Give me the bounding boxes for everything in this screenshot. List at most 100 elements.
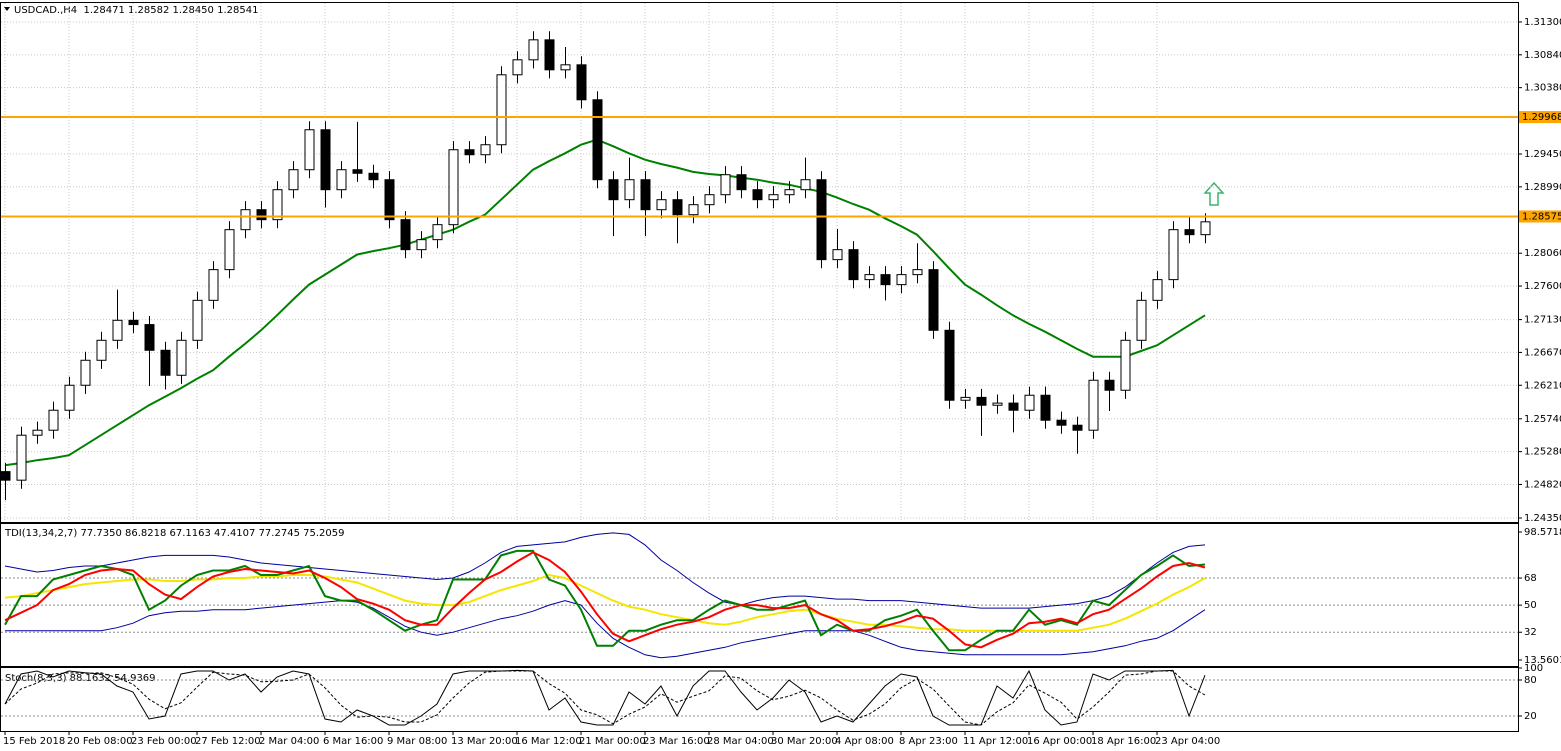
panel-border [0,667,1519,732]
candle-body [1040,394,1051,421]
x-tick-label: 6 Mar 16:00 [323,736,383,747]
candle-body [864,274,875,281]
x-tick-label: 23 Apr 04:00 [1155,736,1220,747]
candle-body [224,229,235,271]
candle-body [912,269,923,276]
candle-body [656,199,667,211]
candle-body [736,174,747,191]
indicator-line [4,669,1206,726]
y-tick-label: 80 [1524,675,1537,686]
candle-body [336,169,347,191]
menu-icon [4,7,10,11]
candle-body [432,224,443,241]
candle-body [1008,402,1019,411]
candle-body [512,59,523,76]
y-tick-label: 1.26210 [1524,380,1561,391]
x-tick-label: 23 Mar 16:00 [643,736,710,747]
candle-body [256,209,267,221]
candle-body [1072,424,1083,431]
candle-body [960,396,971,401]
candle-body [128,319,139,326]
panel-border [0,2,1519,523]
indicator-line [5,600,1206,659]
candle-body [752,189,763,201]
candle-body [816,179,827,261]
candle-body [400,219,411,251]
x-tick-label: 30 Mar 20:00 [771,736,838,747]
level-label: 1.29968 [1522,112,1561,123]
plot-area [1,532,1518,659]
candle-body [1056,419,1067,426]
y-tick-label: 1.28060 [1524,248,1561,259]
x-tick-label: 13 Mar 20:00 [451,736,518,747]
y-tick-label: 98.5718 [1524,527,1561,538]
level-label-bg [1519,111,1561,124]
x-tick-label: 27 Feb 12:00 [195,736,261,747]
y-tick-label: 1.27130 [1524,315,1561,326]
candle-body [448,149,459,226]
candle-body [32,429,43,436]
indicator-title: TDI(13,34,2,7) 77.7350 86.8218 67.1163 4… [4,528,344,539]
candle-body [768,194,779,201]
candle-body [464,149,475,156]
x-tick-label: 16 Mar 12:00 [515,736,582,747]
candle-body [112,319,123,341]
y-tick-label: 1.26670 [1524,347,1561,358]
candle-body [240,209,251,231]
chart-title: USDCAD.,H4 1.28471 1.28582 1.28450 1.285… [14,5,258,16]
candle-body [416,239,427,251]
candle-body [1200,221,1211,236]
y-tick-label: 100 [1524,663,1543,674]
y-tick-label: 1.25740 [1524,414,1561,425]
plot-area [1,669,1518,726]
x-tick-label: 18 Apr 16:00 [1091,736,1156,747]
y-tick-label: 1.30380 [1524,83,1561,94]
candle-body [208,269,219,301]
candle-body [544,39,555,71]
candle-body [192,299,203,341]
x-tick-label: 15 Feb 2018 [3,736,65,747]
indicator-title: Stoch(8,3,3) 88.1632 54.9369 [5,673,156,684]
candle-body [1,471,11,481]
y-tick-label: 50 [1524,600,1537,611]
candle-body [1168,229,1179,281]
candle-body [800,179,811,191]
y-tick-label: 20 [1524,711,1537,722]
y-tick-label: 1.30840 [1524,50,1561,61]
candle-body [880,274,891,286]
y-tick-label: 1.24350 [1524,513,1561,524]
candle-body [496,74,507,146]
signal-arrow [1203,181,1225,206]
x-tick-label: 8 Apr 23:00 [899,736,958,747]
candle-body [1024,394,1035,411]
level-label: 1.28575 [1522,211,1561,222]
y-tick-label: 13.5601 [1524,655,1561,666]
moving-average [4,138,1206,467]
candle-body [1104,379,1115,391]
candle-body [832,249,843,261]
candle-body [992,402,1003,406]
candle-body [48,409,59,431]
candle-body [64,384,75,411]
candle-body [80,359,91,386]
candle-body [368,172,379,181]
indicator-line [4,549,1206,652]
candle-body [896,274,907,286]
candle-body [480,144,491,156]
candle-body [144,324,155,351]
y-tick-label: 1.27600 [1524,281,1561,292]
candle-body [576,64,587,101]
x-tick-label: 20 Feb 08:00 [67,736,133,747]
y-tick-label: 1.24820 [1524,479,1561,490]
candle-body [592,99,603,181]
candle-body [16,434,27,481]
candle-body [976,396,987,406]
y-tick-label: 32 [1524,627,1537,638]
x-tick-label: 4 Apr 08:00 [835,736,894,747]
candle-body [560,64,571,71]
indicator-line [4,532,1206,609]
candle-body [96,339,107,361]
indicator-line [4,670,1206,726]
candle-body [160,349,171,376]
